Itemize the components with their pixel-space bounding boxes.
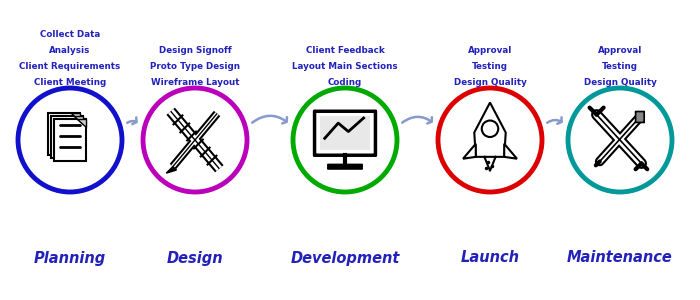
Text: Collect Data: Collect Data xyxy=(40,30,100,39)
Text: Launch: Launch xyxy=(461,250,519,266)
Text: Design Signoff: Design Signoff xyxy=(159,46,232,55)
Text: Layout Main Sections: Layout Main Sections xyxy=(292,62,398,71)
Circle shape xyxy=(438,88,542,192)
Text: Testing: Testing xyxy=(602,62,638,71)
Polygon shape xyxy=(475,103,505,157)
FancyBboxPatch shape xyxy=(328,165,362,169)
FancyBboxPatch shape xyxy=(51,116,83,158)
Text: Design Quality: Design Quality xyxy=(454,78,526,87)
Text: Proto Type Design: Proto Type Design xyxy=(150,62,240,71)
Text: Development: Development xyxy=(290,250,400,266)
Circle shape xyxy=(482,121,498,137)
FancyBboxPatch shape xyxy=(320,116,370,150)
Text: Maintenance: Maintenance xyxy=(567,250,673,266)
Polygon shape xyxy=(74,116,83,124)
FancyBboxPatch shape xyxy=(55,118,85,161)
Text: Planning: Planning xyxy=(34,250,106,266)
Text: Approval: Approval xyxy=(468,46,512,55)
FancyBboxPatch shape xyxy=(636,112,644,122)
FancyBboxPatch shape xyxy=(48,112,80,155)
Circle shape xyxy=(18,88,122,192)
Circle shape xyxy=(143,88,247,192)
Text: Client Feedback: Client Feedback xyxy=(306,46,384,55)
Polygon shape xyxy=(504,144,517,159)
Circle shape xyxy=(293,88,397,192)
Text: Design Quality: Design Quality xyxy=(584,78,657,87)
FancyBboxPatch shape xyxy=(314,111,375,155)
Text: Wireframe Layout: Wireframe Layout xyxy=(150,78,239,87)
Text: Client Requirements: Client Requirements xyxy=(20,62,120,71)
Text: Client Meeting: Client Meeting xyxy=(34,78,106,87)
Text: Testing: Testing xyxy=(472,62,508,71)
Text: Design: Design xyxy=(167,250,223,266)
Polygon shape xyxy=(463,144,476,159)
Polygon shape xyxy=(167,167,176,173)
Circle shape xyxy=(568,88,672,192)
Text: Analysis: Analysis xyxy=(49,46,91,55)
Polygon shape xyxy=(77,118,85,127)
Polygon shape xyxy=(71,112,80,121)
Text: Coding: Coding xyxy=(328,78,362,87)
Text: Approval: Approval xyxy=(598,46,642,55)
